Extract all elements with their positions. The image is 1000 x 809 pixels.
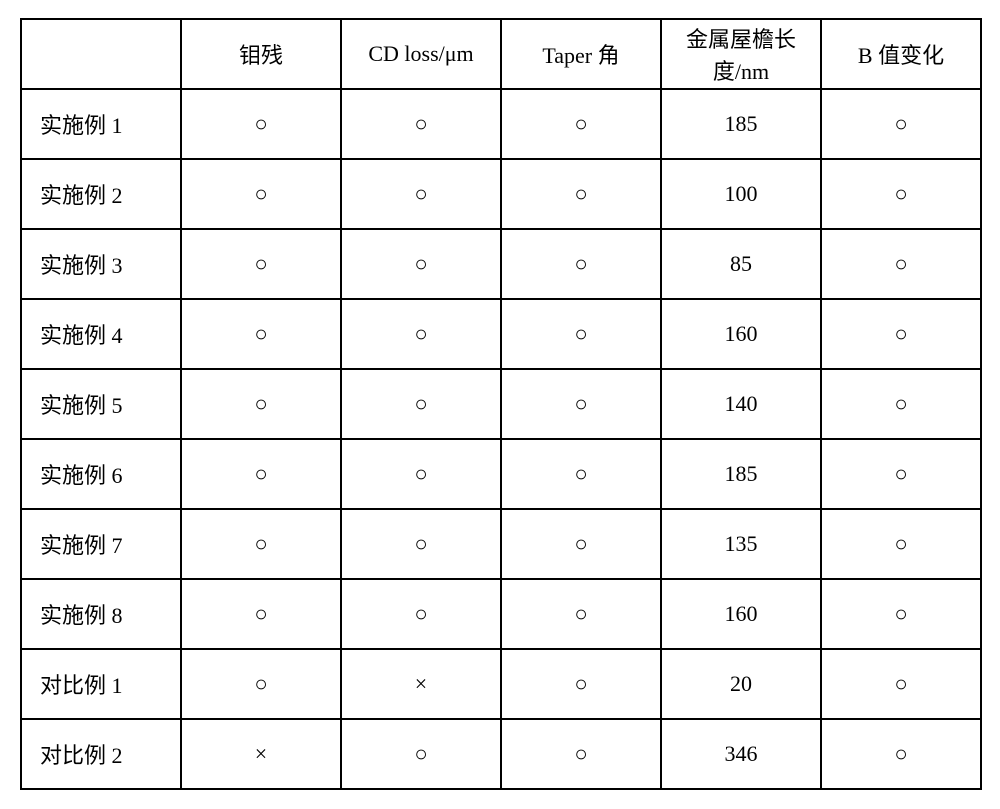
cell-mo-residue: ○ bbox=[181, 439, 341, 509]
cell-taper-angle: ○ bbox=[501, 649, 661, 719]
cell-eave-length: 346 bbox=[661, 719, 821, 789]
row-label: 实施例 1 bbox=[21, 89, 181, 159]
cell-eave-length: 185 bbox=[661, 89, 821, 159]
cell-cd-loss: ○ bbox=[341, 579, 501, 649]
cell-eave-length: 140 bbox=[661, 369, 821, 439]
cell-eave-length: 85 bbox=[661, 229, 821, 299]
cell-eave-length: 185 bbox=[661, 439, 821, 509]
cell-mo-residue: ○ bbox=[181, 229, 341, 299]
cell-eave-length: 160 bbox=[661, 299, 821, 369]
cell-mo-residue: ○ bbox=[181, 509, 341, 579]
cell-mo-residue: ○ bbox=[181, 579, 341, 649]
cell-mo-residue: ○ bbox=[181, 89, 341, 159]
table-row: 实施例 4 ○ ○ ○ 160 ○ bbox=[21, 299, 981, 369]
cell-mo-residue: ○ bbox=[181, 159, 341, 229]
table-row: 实施例 5 ○ ○ ○ 140 ○ bbox=[21, 369, 981, 439]
row-label: 实施例 7 bbox=[21, 509, 181, 579]
table-header-row: 钼残 CD loss/μm Taper 角 金属屋檐长度/nm B 值变化 bbox=[21, 19, 981, 89]
table-row: 对比例 1 ○ × ○ 20 ○ bbox=[21, 649, 981, 719]
experiment-results-table: 钼残 CD loss/μm Taper 角 金属屋檐长度/nm B 值变化 实施… bbox=[20, 18, 982, 790]
cell-mo-residue: ○ bbox=[181, 649, 341, 719]
cell-mo-residue: ○ bbox=[181, 369, 341, 439]
cell-b-value: ○ bbox=[821, 719, 981, 789]
cell-b-value: ○ bbox=[821, 649, 981, 719]
row-label: 实施例 3 bbox=[21, 229, 181, 299]
cell-taper-angle: ○ bbox=[501, 509, 661, 579]
cell-cd-loss: ○ bbox=[341, 509, 501, 579]
cell-mo-residue: × bbox=[181, 719, 341, 789]
row-label: 实施例 8 bbox=[21, 579, 181, 649]
cell-eave-length: 135 bbox=[661, 509, 821, 579]
cell-eave-length: 160 bbox=[661, 579, 821, 649]
row-label: 对比例 1 bbox=[21, 649, 181, 719]
cell-eave-length: 20 bbox=[661, 649, 821, 719]
cell-b-value: ○ bbox=[821, 299, 981, 369]
cell-b-value: ○ bbox=[821, 579, 981, 649]
table-row: 实施例 3 ○ ○ ○ 85 ○ bbox=[21, 229, 981, 299]
row-label: 实施例 5 bbox=[21, 369, 181, 439]
table-header-blank bbox=[21, 19, 181, 89]
row-label: 实施例 4 bbox=[21, 299, 181, 369]
table-row: 实施例 2 ○ ○ ○ 100 ○ bbox=[21, 159, 981, 229]
cell-cd-loss: ○ bbox=[341, 229, 501, 299]
cell-taper-angle: ○ bbox=[501, 369, 661, 439]
table-header-b-value: B 值变化 bbox=[821, 19, 981, 89]
cell-b-value: ○ bbox=[821, 229, 981, 299]
cell-cd-loss: ○ bbox=[341, 299, 501, 369]
cell-taper-angle: ○ bbox=[501, 159, 661, 229]
cell-taper-angle: ○ bbox=[501, 579, 661, 649]
cell-cd-loss: × bbox=[341, 649, 501, 719]
cell-taper-angle: ○ bbox=[501, 299, 661, 369]
table-row: 对比例 2 × ○ ○ 346 ○ bbox=[21, 719, 981, 789]
cell-taper-angle: ○ bbox=[501, 719, 661, 789]
cell-taper-angle: ○ bbox=[501, 229, 661, 299]
table-header-eave-length: 金属屋檐长度/nm bbox=[661, 19, 821, 89]
cell-eave-length: 100 bbox=[661, 159, 821, 229]
table-header-cd-loss: CD loss/μm bbox=[341, 19, 501, 89]
cell-cd-loss: ○ bbox=[341, 719, 501, 789]
row-label: 对比例 2 bbox=[21, 719, 181, 789]
table-row: 实施例 6 ○ ○ ○ 185 ○ bbox=[21, 439, 981, 509]
table-body: 实施例 1 ○ ○ ○ 185 ○ 实施例 2 ○ ○ ○ 100 ○ 实施例 … bbox=[21, 89, 981, 789]
cell-b-value: ○ bbox=[821, 369, 981, 439]
row-label: 实施例 2 bbox=[21, 159, 181, 229]
cell-b-value: ○ bbox=[821, 509, 981, 579]
table-row: 实施例 7 ○ ○ ○ 135 ○ bbox=[21, 509, 981, 579]
cell-cd-loss: ○ bbox=[341, 89, 501, 159]
table-row: 实施例 8 ○ ○ ○ 160 ○ bbox=[21, 579, 981, 649]
cell-cd-loss: ○ bbox=[341, 369, 501, 439]
cell-cd-loss: ○ bbox=[341, 439, 501, 509]
cell-b-value: ○ bbox=[821, 439, 981, 509]
cell-cd-loss: ○ bbox=[341, 159, 501, 229]
table-header-taper-angle: Taper 角 bbox=[501, 19, 661, 89]
cell-mo-residue: ○ bbox=[181, 299, 341, 369]
cell-b-value: ○ bbox=[821, 159, 981, 229]
cell-b-value: ○ bbox=[821, 89, 981, 159]
cell-taper-angle: ○ bbox=[501, 439, 661, 509]
cell-taper-angle: ○ bbox=[501, 89, 661, 159]
row-label: 实施例 6 bbox=[21, 439, 181, 509]
table-header-mo-residue: 钼残 bbox=[181, 19, 341, 89]
table-row: 实施例 1 ○ ○ ○ 185 ○ bbox=[21, 89, 981, 159]
